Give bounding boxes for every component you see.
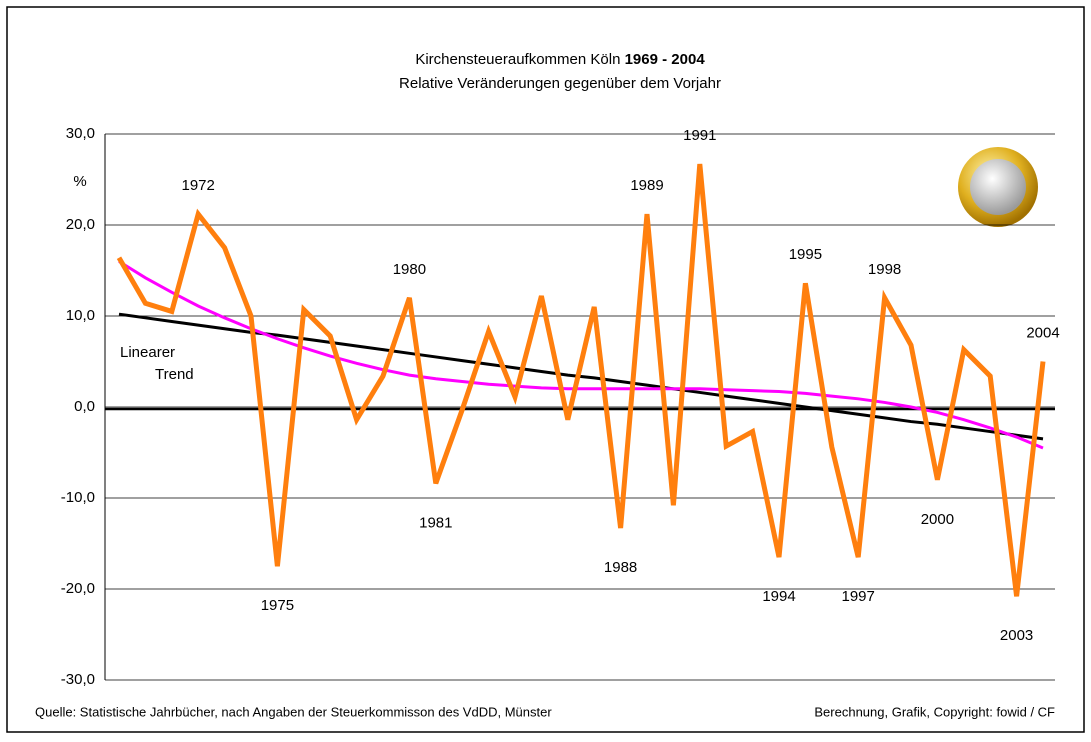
y-tick-label: 10,0 <box>66 307 95 324</box>
year-label: 1972 <box>182 177 215 194</box>
year-label: 2004 <box>1026 324 1059 341</box>
year-label: 1989 <box>630 177 663 194</box>
year-label: 1991 <box>683 127 716 144</box>
title-years: 1969 - 2004 <box>625 51 706 68</box>
year-label: 1975 <box>261 597 294 614</box>
year-label: 1980 <box>393 261 426 278</box>
year-label: 1995 <box>789 246 822 263</box>
y-tick-label: 30,0 <box>66 125 95 142</box>
trend-label: Trend <box>155 366 194 383</box>
y-tick-label: -10,0 <box>61 489 95 506</box>
y-tick-label: 0,0 <box>74 398 95 415</box>
source: Quelle: Statistische Jahrbücher, nach An… <box>35 704 552 719</box>
credit: Berechnung, Grafik, Copyright: fowid / C… <box>814 704 1055 719</box>
title-text: Kirchensteueraufkommen Köln <box>415 51 620 68</box>
chart-subtitle: Relative Veränderungen gegenüber dem Vor… <box>399 75 721 92</box>
chart-title: Kirchensteueraufkommen Köln 1969 - 2004 <box>415 51 705 68</box>
coin-center <box>970 159 1026 215</box>
trend-label: Linearer <box>120 344 175 361</box>
year-label: 1981 <box>419 514 452 531</box>
year-label: 2000 <box>921 511 954 528</box>
year-label: 1994 <box>762 588 795 605</box>
y-tick-label: -20,0 <box>61 580 95 597</box>
year-label: 2003 <box>1000 627 1033 644</box>
year-label: 1988 <box>604 559 637 576</box>
chart: Kirchensteueraufkommen Köln 1969 - 2004 … <box>0 0 1091 737</box>
year-label: 1998 <box>868 261 901 278</box>
euro-coin <box>958 147 1038 227</box>
y-tick-label: -30,0 <box>61 671 95 688</box>
y-tick-label: 20,0 <box>66 216 95 233</box>
y-axis-label: % <box>73 173 86 190</box>
year-label: 1997 <box>842 588 875 605</box>
